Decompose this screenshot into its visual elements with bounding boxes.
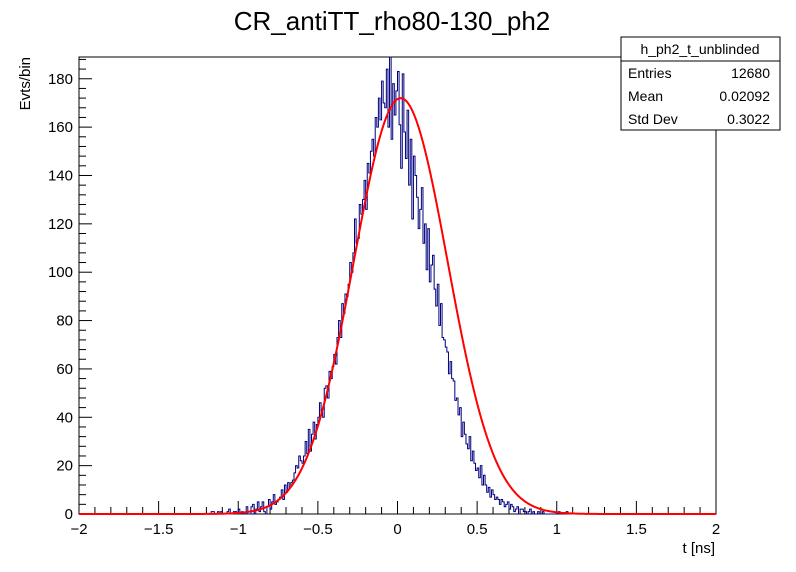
- y-tick-label: 180: [48, 71, 73, 88]
- stats-box-frame: [620, 36, 781, 131]
- x-tick-label: 1.5: [626, 521, 647, 538]
- stats-entries-value: 12680: [731, 65, 770, 81]
- y-tick-labels: 0 20 40 60 80 100 120 140 160 180: [48, 71, 73, 523]
- x-tick-label: 1: [553, 521, 561, 538]
- x-tick-label: 0: [393, 521, 401, 538]
- gaussian-fit-curve: [79, 97, 716, 515]
- stats-stddev-value: 0.3022: [727, 111, 770, 127]
- x-tick-label: −1.5: [144, 521, 174, 538]
- chart-title: CR_antiTT_rho80-130_ph2: [234, 6, 551, 36]
- x-tick-label: 0.5: [467, 521, 488, 538]
- y-tick-label: 20: [56, 458, 73, 475]
- x-axis-label: t [ns]: [682, 540, 715, 557]
- stats-box-name: h_ph2_t_unblinded: [640, 41, 759, 57]
- stats-stddev-label: Std Dev: [628, 111, 678, 127]
- x-tick-label: −0.5: [303, 521, 333, 538]
- x-tick-labels: −2 −1.5 −1 −0.5 0 0.5 1 1.5 2: [70, 521, 720, 538]
- y-tick-label: 60: [56, 361, 73, 378]
- x-tick-label: −1: [230, 521, 247, 538]
- y-tick-label: 0: [65, 506, 73, 523]
- y-tick-label: 80: [56, 313, 73, 330]
- stats-mean-label: Mean: [628, 88, 663, 104]
- stats-box: h_ph2_t_unblinded Entries 12680 Mean 0.0…: [620, 36, 781, 131]
- y-axis-label: Evts/bin: [17, 57, 34, 110]
- histogram-series: [79, 56, 716, 515]
- stats-entries-label: Entries: [628, 65, 672, 81]
- stats-mean-value: 0.02092: [719, 88, 770, 104]
- axis-ticks: [78, 58, 717, 515]
- x-tick-label: −2: [70, 521, 87, 538]
- y-tick-label: 120: [48, 216, 73, 233]
- y-tick-label: 100: [48, 264, 73, 281]
- y-tick-label: 40: [56, 409, 73, 426]
- y-tick-label: 140: [48, 167, 73, 184]
- y-tick-label: 160: [48, 119, 73, 136]
- x-tick-label: 2: [712, 521, 720, 538]
